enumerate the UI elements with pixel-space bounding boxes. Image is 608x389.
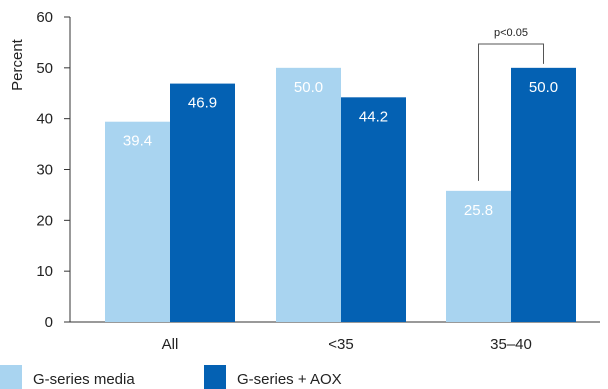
x-ticks: All <35 35–40 — [162, 336, 532, 353]
y-tick-label: 0 — [45, 314, 53, 331]
significance-bracket — [478, 43, 544, 181]
y-tick-label: 30 — [36, 162, 53, 179]
x-tick-label: All — [162, 336, 179, 353]
data-label: 46.9 — [188, 95, 217, 112]
legend-swatch — [204, 365, 226, 389]
x-tick-label: 35–40 — [490, 336, 532, 353]
legend-label: G-series media — [33, 371, 135, 388]
data-labels: 39.4 46.9 50.0 44.2 25.8 50.0 — [123, 79, 558, 219]
data-label: 25.8 — [464, 202, 493, 219]
legend: G-series media G-series + AOX — [0, 365, 342, 389]
y-tick-label: 20 — [36, 212, 53, 229]
bar — [105, 121, 170, 322]
bars — [105, 67, 576, 322]
bar — [511, 67, 576, 322]
bar — [341, 97, 406, 322]
y-tick-label: 50 — [36, 60, 53, 77]
y-axis-label: Percent — [9, 38, 26, 91]
y-tick-label: 10 — [36, 263, 53, 280]
legend-swatch — [0, 365, 22, 389]
y-ticks: 0 10 20 30 40 50 60 — [36, 9, 70, 331]
significance-label: p<0.05 — [494, 27, 528, 39]
data-label: 50.0 — [529, 79, 558, 96]
data-label: 44.2 — [359, 108, 388, 125]
y-tick-label: 60 — [36, 9, 53, 26]
data-label: 50.0 — [294, 79, 323, 96]
data-label: 39.4 — [123, 133, 152, 150]
bar — [170, 83, 235, 322]
legend-label: G-series + AOX — [237, 371, 342, 388]
x-tick-label: <35 — [328, 336, 353, 353]
y-tick-label: 40 — [36, 111, 53, 128]
bar — [276, 67, 341, 322]
bar — [446, 190, 511, 322]
annotations: p<0.05 — [478, 27, 544, 181]
